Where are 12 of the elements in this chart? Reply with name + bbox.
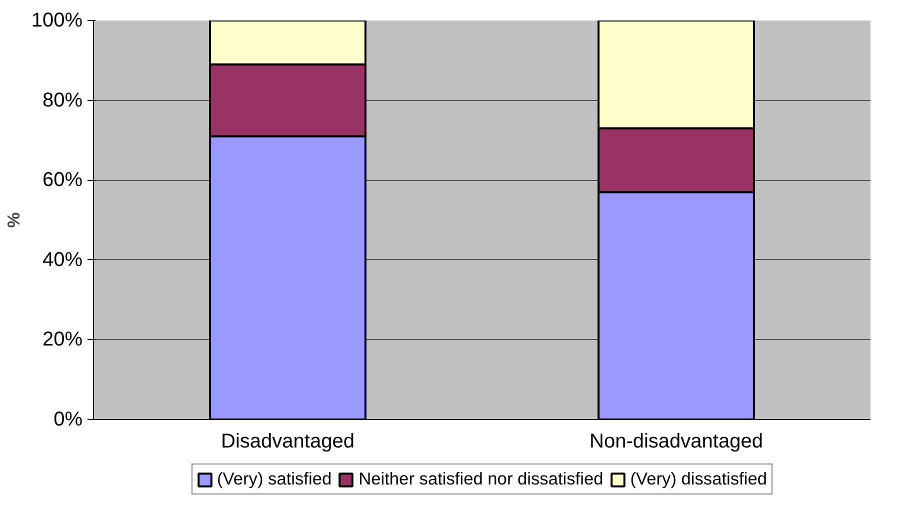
legend-label: (Very) dissatisfied <box>630 468 767 490</box>
y-axis-title: % <box>3 212 24 228</box>
y-tick-label: 20% <box>42 328 83 351</box>
x-tick-label: Non-disadvantaged <box>590 430 763 452</box>
legend-label: (Very) satisfied <box>217 468 332 490</box>
y-tick-label: 0% <box>54 408 83 430</box>
y-tick-label: 60% <box>42 169 83 192</box>
y-tick-label: 100% <box>31 10 83 32</box>
y-tick-label: 40% <box>42 248 83 271</box>
y-tick-label: 80% <box>42 89 83 112</box>
x-tick-label: Disadvantaged <box>221 430 354 452</box>
legend-label: Neither satisfied nor dissatisfied <box>358 468 604 490</box>
